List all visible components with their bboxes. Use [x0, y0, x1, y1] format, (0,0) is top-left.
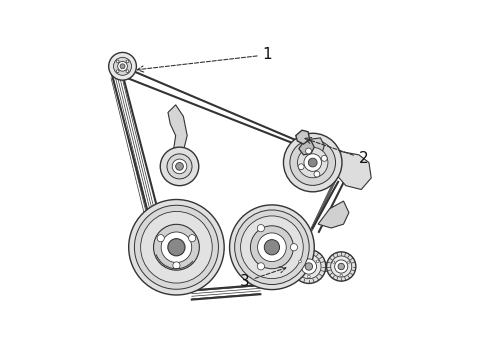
Circle shape	[308, 275, 310, 278]
Circle shape	[160, 147, 199, 186]
Polygon shape	[318, 201, 349, 228]
Circle shape	[229, 205, 314, 289]
Circle shape	[257, 263, 265, 270]
Circle shape	[250, 226, 294, 269]
Polygon shape	[299, 139, 314, 155]
Circle shape	[340, 274, 343, 276]
Circle shape	[157, 235, 164, 242]
Circle shape	[168, 239, 185, 256]
Circle shape	[290, 140, 336, 185]
Circle shape	[129, 199, 224, 295]
Circle shape	[153, 224, 199, 270]
Circle shape	[167, 154, 192, 179]
Circle shape	[109, 53, 136, 80]
Circle shape	[161, 232, 192, 262]
Circle shape	[314, 171, 320, 177]
Circle shape	[308, 158, 317, 167]
Circle shape	[173, 262, 180, 269]
Circle shape	[241, 216, 303, 279]
Polygon shape	[303, 138, 324, 156]
Text: 1: 1	[137, 47, 272, 72]
Circle shape	[116, 60, 119, 63]
Circle shape	[299, 260, 301, 263]
Circle shape	[306, 148, 312, 154]
Polygon shape	[312, 262, 338, 271]
Circle shape	[118, 62, 127, 71]
Circle shape	[292, 249, 326, 283]
Polygon shape	[296, 130, 310, 144]
Circle shape	[301, 259, 317, 274]
Circle shape	[126, 60, 129, 63]
Circle shape	[335, 260, 348, 273]
Circle shape	[321, 156, 327, 161]
Circle shape	[116, 70, 119, 73]
Circle shape	[235, 210, 309, 284]
Polygon shape	[168, 105, 187, 151]
Circle shape	[338, 263, 344, 270]
Circle shape	[176, 163, 183, 170]
Circle shape	[332, 261, 335, 263]
Circle shape	[291, 244, 297, 251]
Circle shape	[126, 70, 129, 73]
Circle shape	[114, 57, 131, 75]
Circle shape	[141, 211, 212, 283]
Circle shape	[298, 164, 304, 170]
Text: 3: 3	[240, 267, 286, 289]
Circle shape	[258, 233, 286, 262]
Circle shape	[172, 159, 187, 174]
Circle shape	[327, 252, 356, 281]
Circle shape	[189, 235, 196, 242]
Text: 2: 2	[305, 138, 368, 166]
Circle shape	[297, 147, 328, 178]
Polygon shape	[336, 151, 371, 189]
Circle shape	[331, 256, 352, 277]
Circle shape	[347, 261, 350, 263]
Circle shape	[296, 254, 321, 279]
Circle shape	[120, 64, 125, 69]
Circle shape	[134, 205, 219, 289]
Circle shape	[317, 260, 319, 263]
Circle shape	[264, 240, 280, 255]
Circle shape	[257, 225, 265, 232]
Circle shape	[283, 133, 342, 192]
Circle shape	[304, 154, 321, 171]
Circle shape	[305, 263, 313, 270]
